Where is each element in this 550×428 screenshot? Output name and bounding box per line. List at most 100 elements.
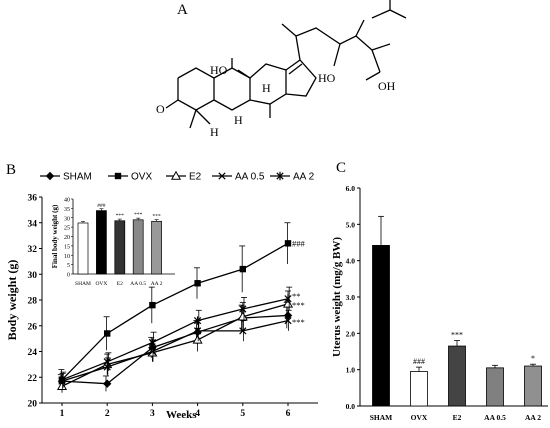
ring-a-bonds bbox=[177, 67, 215, 111]
y-tick-label: 20 bbox=[28, 400, 38, 410]
inset-bar bbox=[114, 220, 126, 275]
series-line bbox=[61, 314, 289, 385]
significance-label: ### bbox=[292, 238, 306, 248]
x-tick-label: SHAM bbox=[370, 413, 393, 422]
side-chain-methyl bbox=[281, 23, 297, 37]
inset-y-tick-label: 35 bbox=[64, 207, 70, 213]
significance-label: *** bbox=[451, 331, 463, 340]
x-tick-label: 2 bbox=[105, 409, 110, 419]
inset-bar bbox=[132, 219, 144, 275]
significance-label: ### bbox=[413, 357, 425, 366]
inset-significance-label: *** bbox=[134, 212, 143, 218]
legend-marker bbox=[218, 172, 226, 180]
inset-y-tick-label: 5 bbox=[67, 263, 70, 269]
side-chain-oh-bond bbox=[333, 43, 341, 67]
structure-labels: HO O HO OH H H H bbox=[156, 63, 396, 139]
y-tick-label: 4.0 bbox=[346, 257, 356, 266]
chemical-structure bbox=[165, 0, 407, 129]
atom-label-h-9: H bbox=[234, 113, 243, 127]
legend-label: E2 bbox=[189, 172, 202, 183]
data-point bbox=[284, 294, 292, 303]
ring-c-bonds bbox=[249, 63, 287, 105]
y-tick-label: 34 bbox=[28, 219, 38, 229]
data-point bbox=[193, 316, 202, 325]
inset-significance-label: *** bbox=[116, 213, 125, 219]
oh-bond-11 bbox=[237, 69, 251, 79]
x-tick-label: AA 0.5 bbox=[484, 413, 506, 422]
data-point bbox=[194, 280, 201, 287]
final-body-weight-inset-chart: 0 5 10 15 20 25 30 35 40 Final body weight (g) SHA… bbox=[51, 198, 175, 287]
legend-label: SHAM bbox=[63, 172, 92, 183]
ketone-bond bbox=[165, 99, 179, 109]
data-point bbox=[192, 334, 203, 344]
inset-y-tick-label: 40 bbox=[64, 198, 70, 204]
terminal-methyl-2 bbox=[365, 71, 381, 81]
inset-y-tick-label: 30 bbox=[64, 216, 70, 222]
inset-significance-label: *** bbox=[152, 214, 161, 220]
panel-a-label: A bbox=[177, 2, 188, 18]
x-tick-label: 3 bbox=[150, 409, 155, 419]
bar bbox=[486, 367, 504, 407]
y-tick-label: 3.0 bbox=[346, 293, 356, 302]
x-tick-label: OVX bbox=[411, 413, 428, 422]
y-tick-label: 30 bbox=[28, 271, 38, 281]
inset-bar bbox=[77, 222, 89, 275]
uterus-weight-chart: 0.0 1.0 2.0 3.0 4.0 5.0 6.0 Uterus weight (mg/g… bbox=[331, 184, 548, 422]
ring-b-bonds bbox=[213, 67, 251, 111]
ester-bond bbox=[355, 19, 365, 37]
x-tick-label: 5 bbox=[240, 409, 245, 419]
data-point bbox=[103, 357, 111, 366]
panel-c-label: C bbox=[336, 160, 347, 176]
data-point bbox=[282, 298, 294, 308]
data-point bbox=[239, 304, 247, 314]
inset-bar bbox=[96, 210, 107, 275]
y-tick-label: 1.0 bbox=[346, 366, 356, 375]
data-point bbox=[193, 327, 202, 335]
atom-label-h-8: H bbox=[262, 81, 271, 95]
inset-y-tick-label: 15 bbox=[64, 244, 70, 250]
bar bbox=[410, 371, 428, 407]
bar bbox=[448, 345, 466, 407]
inset-y-tick-label: 25 bbox=[64, 226, 70, 232]
double-bond bbox=[288, 63, 303, 75]
y-tick-label: 22 bbox=[28, 374, 38, 384]
atom-label-ho-11: HO bbox=[210, 63, 228, 77]
inset-y-axis-title: Final body weight (g) bbox=[51, 204, 59, 268]
inset-significance-label: ### bbox=[97, 203, 106, 209]
legend-marker bbox=[114, 172, 122, 180]
inset-x-tick-label: AA 2 bbox=[151, 281, 163, 287]
legend-label: AA 2 bbox=[293, 172, 315, 183]
x-tick-label: 6 bbox=[286, 409, 291, 419]
inset-x-tick-label: AA 0.5 bbox=[130, 281, 146, 287]
legend-label: OVX bbox=[131, 172, 152, 183]
atom-label-oh-terminal: OH bbox=[378, 79, 396, 93]
legend-marker bbox=[170, 170, 182, 180]
data-point bbox=[58, 375, 66, 385]
data-point bbox=[103, 363, 111, 371]
terminal-methyl-1 bbox=[371, 43, 391, 51]
methyl-bond-1 bbox=[189, 109, 197, 129]
data-point bbox=[149, 301, 156, 309]
y-tick-label: 24 bbox=[28, 348, 38, 358]
inset-y-tick-label: 20 bbox=[64, 235, 70, 241]
x-axis-title: Weeks bbox=[166, 409, 197, 421]
y-tick-label: 28 bbox=[28, 297, 38, 307]
significance-label: * bbox=[531, 354, 535, 363]
inset-x-tick-label: SHAM bbox=[75, 281, 91, 287]
x-tick-label: 4 bbox=[195, 409, 200, 419]
x-tick-label: 1 bbox=[60, 409, 65, 419]
series-aa-0-5 bbox=[58, 309, 292, 389]
data-point bbox=[239, 265, 246, 273]
data-point bbox=[104, 330, 111, 337]
inset-x-tick-label: OVX bbox=[95, 281, 107, 287]
y-tick-label: 32 bbox=[28, 245, 38, 255]
x-tick-label: AA 2 bbox=[525, 413, 541, 422]
acetate-bonds bbox=[371, 9, 407, 19]
series-ovx bbox=[58, 222, 292, 391]
series-aa-2 bbox=[58, 286, 293, 388]
data-point bbox=[237, 311, 248, 321]
y-tick-label: 36 bbox=[28, 194, 38, 204]
y-tick-label: 5.0 bbox=[346, 220, 356, 229]
